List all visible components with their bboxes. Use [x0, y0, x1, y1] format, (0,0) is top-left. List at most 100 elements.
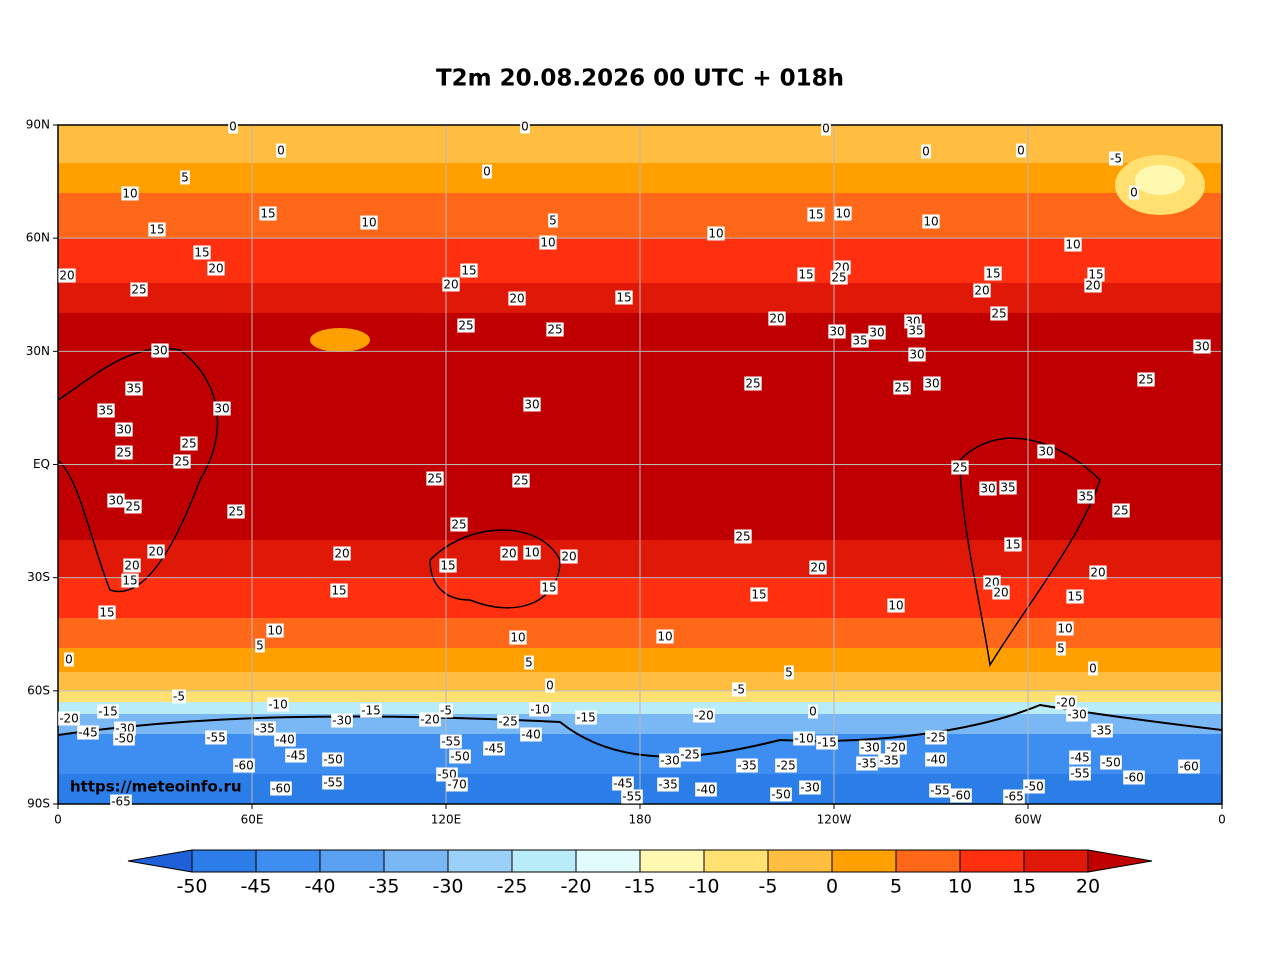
colorbar: -50 -45 -40 -35 -30 -25 -20 -15 -10 -5 0 5 10 15 20 — [127, 849, 1153, 898]
contour-label: 10 — [1065, 238, 1080, 252]
contour-label-bg — [267, 697, 289, 712]
contour-label-bg — [449, 749, 471, 764]
contour-label-bg — [285, 748, 307, 763]
contour-label: 20 — [769, 312, 784, 326]
contour-label-bg — [442, 277, 460, 292]
contour-label-bg — [734, 529, 752, 544]
contour-label: 15 — [331, 584, 346, 598]
contour-label-bg — [621, 789, 643, 804]
contour-label: -15 — [361, 704, 381, 718]
colorbar-box — [959, 849, 1025, 873]
contour-label-bg — [834, 206, 852, 221]
contour-label: 15 — [99, 606, 114, 620]
contour-label-bg — [893, 380, 911, 395]
contour-label-bg — [124, 499, 142, 514]
contour-label-bg — [266, 623, 284, 638]
contour-label-bg — [64, 652, 74, 667]
contour-label: 10 — [122, 187, 137, 201]
contour-label-bg — [768, 311, 786, 326]
contour-label: -55 — [930, 784, 950, 798]
contour-label: 20 — [561, 550, 576, 564]
contour-label-bg — [1055, 695, 1077, 710]
contour-label: 10 — [524, 546, 539, 560]
contour-label: 25 — [116, 446, 131, 460]
contour-label: 10 — [835, 207, 850, 221]
contour-label: -35 — [658, 778, 678, 792]
graticule — [58, 125, 1222, 804]
contour-label-bg — [1056, 621, 1074, 636]
contour-label-bg — [548, 213, 558, 228]
contour-label: -40 — [275, 733, 295, 747]
contour-label-bg — [97, 704, 119, 719]
colorbar-box — [575, 849, 641, 873]
contour-label-bg — [233, 758, 255, 773]
contour-label: 35 — [98, 404, 113, 418]
contour-label-bg — [524, 655, 534, 670]
contour-label-bg — [1084, 278, 1102, 293]
contour-label: -65 — [111, 795, 131, 809]
contour-label: 35 — [908, 324, 923, 338]
contour-label-bg — [1089, 565, 1107, 580]
contour-label-bg — [821, 121, 831, 136]
contour-label-bg — [115, 445, 133, 460]
lat-label: 30S — [27, 570, 50, 584]
contour-label-bg — [440, 734, 462, 749]
contour-label: 30 — [829, 325, 844, 339]
contour-label: 0 — [546, 679, 554, 693]
contour-label-bg — [1112, 503, 1130, 518]
contour-label-bg — [1069, 750, 1091, 765]
contour-label: 25 — [745, 377, 760, 391]
lon-label: 180 — [629, 813, 652, 827]
contour-label-bg — [736, 758, 758, 773]
contour-label: -15 — [98, 705, 118, 719]
contour-label: 10 — [1057, 622, 1072, 636]
contour-label: 20 — [501, 547, 516, 561]
contour-label-bg — [450, 517, 468, 532]
contour-label: 20 — [993, 586, 1008, 600]
contour-label: -55 — [206, 731, 226, 745]
contour-label-bg — [1016, 143, 1026, 158]
contour-label-bg — [333, 546, 351, 561]
contour-label: 0 — [1017, 144, 1025, 158]
lat-label: 90N — [26, 118, 50, 132]
contour-label-bg — [1178, 759, 1200, 774]
contour-label-bg — [856, 756, 878, 771]
colorbar-label: 5 — [890, 876, 902, 898]
contour-label-bg — [659, 753, 681, 768]
contour-label-bg — [173, 454, 191, 469]
contour-label: -45 — [1070, 751, 1090, 765]
contour-label-bg — [784, 665, 794, 680]
contour-label-bg — [419, 712, 441, 727]
contour-label: 0 — [521, 120, 529, 134]
contour-label-bg — [744, 376, 762, 391]
contour-label: -50 — [114, 732, 134, 746]
contour-label: 20 — [443, 278, 458, 292]
contour-label-bg — [793, 731, 815, 746]
colorbar-label: -10 — [688, 876, 719, 898]
contour-label: 25 — [125, 500, 140, 514]
contour-label-bg — [205, 730, 227, 745]
contour-label: -10 — [530, 703, 550, 717]
contour-label-bg — [482, 164, 492, 179]
contour-label: 10 — [510, 631, 525, 645]
contour-label: 25 — [458, 319, 473, 333]
contour-label: -5 — [1110, 152, 1122, 166]
contour-label-bg — [657, 777, 679, 792]
contour-label: 25 — [513, 474, 528, 488]
lat-label: 30N — [26, 344, 50, 358]
contour-label-bg — [1129, 185, 1139, 200]
contour-label: 15 — [440, 559, 455, 573]
contour-label: -25 — [926, 731, 946, 745]
contour-label-bg — [483, 741, 505, 756]
lat-label: 90S — [27, 797, 50, 811]
contour-label-bg — [1109, 151, 1123, 166]
contour-label-bg — [360, 215, 378, 230]
contour-label: 0 — [822, 122, 830, 136]
contour-label-bg — [508, 291, 526, 306]
contour-label: 20 — [148, 545, 163, 559]
contour-label-bg — [207, 261, 225, 276]
contour-label: 15 — [798, 268, 813, 282]
contour-label-bg — [520, 119, 530, 134]
contour-label-bg — [121, 186, 139, 201]
